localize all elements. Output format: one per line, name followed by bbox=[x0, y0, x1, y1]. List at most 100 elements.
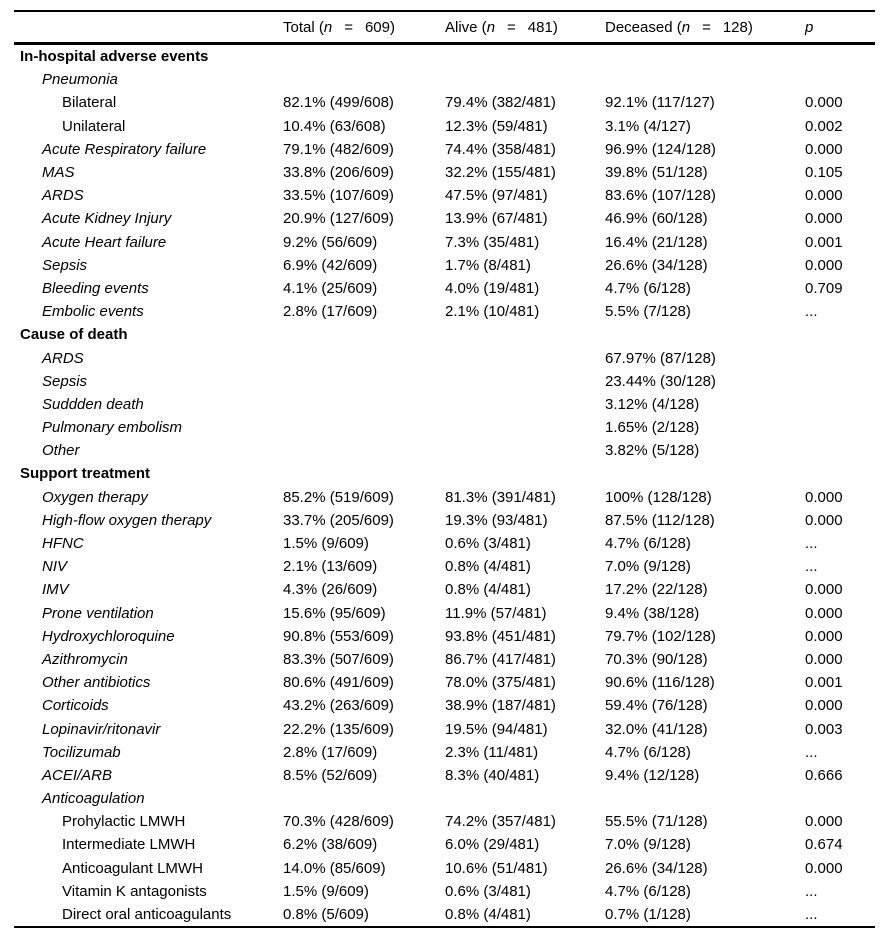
deceased-cell: 59.4% (76/128) bbox=[605, 697, 708, 715]
deceased-cell: 4.7% (6/128) bbox=[605, 535, 691, 553]
row-label-cell: Cause of death bbox=[20, 326, 128, 344]
p-value-cell: 0.000 bbox=[805, 256, 843, 274]
total-cell: 90.8% (553/609) bbox=[283, 627, 394, 645]
table-row: Bleeding events 4.1% (25/609) 4.0% (19/481… bbox=[14, 277, 875, 300]
clinical-outcomes-table-wrap: Total (n = 609) Alive (n = 481) Deceased (n =… bbox=[14, 10, 875, 929]
alive-cell: 19.3% (93/481) bbox=[445, 511, 548, 529]
deceased-cell bbox=[605, 787, 805, 810]
table-row: IMV 4.3% (26/609) 0.8% (4/481) 17.2% (22/12… bbox=[14, 578, 875, 601]
p-value-cell bbox=[805, 439, 875, 462]
table-row: Acute Heart failure 9.2% (56/609) 7.3% (35… bbox=[14, 231, 875, 254]
deceased-cell bbox=[605, 68, 805, 91]
alive-cell bbox=[445, 439, 605, 462]
alive-cell bbox=[445, 370, 605, 393]
row-label-cell: Oxygen therapy bbox=[42, 488, 148, 506]
row-label-cell: Hydroxychloroquine bbox=[42, 627, 175, 645]
p-value-cell bbox=[805, 346, 875, 369]
table-row: Tocilizumab 2.8% (17/609) 2.3% (11/481) 4.7… bbox=[14, 741, 875, 764]
deceased-cell: 7.0% (9/128) bbox=[605, 558, 691, 576]
total-cell: 33.8% (206/609) bbox=[283, 164, 394, 182]
deceased-cell: 1.65% (2/128) bbox=[605, 419, 700, 437]
table-row: Corticoids 43.2% (263/609) 38.9% (187/481)… bbox=[14, 694, 875, 717]
table-row: MAS 33.8% (206/609) 32.2% (155/481) 39.8% (… bbox=[14, 161, 875, 184]
table-row: Sepsis 6.9% (42/609) 1.7% (8/481) 26.6% (34… bbox=[14, 254, 875, 277]
row-label-cell: Azithromycin bbox=[42, 650, 128, 668]
total-cell: 14.0% (85/609) bbox=[283, 859, 386, 877]
row-label-cell: ACEI/ARB bbox=[42, 766, 113, 784]
deceased-cell: 46.9% (60/128) bbox=[605, 210, 708, 228]
table-row: Support treatment bbox=[14, 462, 875, 485]
p-value-cell: 0.000 bbox=[805, 859, 843, 877]
table-row: Anticoagulant LMWH 14.0% (85/609) 10.6% (5… bbox=[14, 857, 875, 880]
alive-cell: 74.4% (358/481) bbox=[445, 140, 556, 158]
p-value-cell bbox=[805, 787, 875, 810]
p-value-cell: 0.666 bbox=[805, 766, 843, 784]
alive-cell: 1.7% (8/481) bbox=[445, 256, 531, 274]
row-label-cell: Prone ventilation bbox=[42, 604, 154, 622]
p-value-cell: 0.000 bbox=[805, 488, 843, 506]
total-cell: 79.1% (482/609) bbox=[283, 140, 394, 158]
alive-cell: 13.9% (67/481) bbox=[445, 210, 548, 228]
header-total-equals: = bbox=[344, 18, 353, 36]
table-row: ACEI/ARB 8.5% (52/609) 8.3% (40/481) 9.4% (… bbox=[14, 764, 875, 787]
table-row: Anticoagulation bbox=[14, 787, 875, 810]
p-value-cell: ... bbox=[805, 882, 818, 900]
p-value-cell: ... bbox=[805, 535, 818, 553]
row-label-cell: Bilateral bbox=[62, 94, 117, 112]
p-value-cell bbox=[805, 416, 875, 439]
deceased-cell: 92.1% (117/127) bbox=[605, 94, 715, 112]
total-cell: 4.3% (26/609) bbox=[283, 581, 378, 599]
row-label-cell: Prohylactic LMWH bbox=[62, 813, 186, 831]
alive-cell: 38.9% (187/481) bbox=[445, 697, 556, 715]
total-cell: 1.5% (9/609) bbox=[283, 535, 369, 553]
header-alive-equals: = bbox=[507, 18, 516, 36]
table-row: HFNC 1.5% (9/609) 0.6% (3/481) 4.7% (6/128)… bbox=[14, 532, 875, 555]
row-label-cell: In-hospital adverse events bbox=[20, 48, 209, 66]
deceased-cell: 5.5% (7/128) bbox=[605, 303, 691, 321]
deceased-cell: 9.4% (12/128) bbox=[605, 766, 700, 784]
total-cell: 22.2% (135/609) bbox=[283, 720, 394, 738]
total-cell: 9.2% (56/609) bbox=[283, 233, 378, 251]
row-label-cell: Other bbox=[42, 442, 80, 460]
header-deceased-value: 128) bbox=[722, 18, 753, 36]
table-row: Hydroxychloroquine 90.8% (553/609) 93.8% (… bbox=[14, 625, 875, 648]
table-row: In-hospital adverse events bbox=[14, 44, 875, 69]
p-value-cell: 0.000 bbox=[805, 210, 843, 228]
alive-cell bbox=[445, 346, 605, 369]
alive-cell: 93.8% (451/481) bbox=[445, 627, 556, 645]
row-label-cell: High-flow oxygen therapy bbox=[42, 511, 212, 529]
header-total-prefix: Total ( bbox=[283, 18, 324, 36]
deceased-cell: 87.5% (112/128) bbox=[605, 511, 715, 529]
column-header-alive: Alive (n = 481) bbox=[445, 11, 605, 45]
total-cell bbox=[283, 346, 445, 369]
alive-cell bbox=[445, 68, 605, 91]
table-row: Vitamin K antagonists 1.5% (9/609) 0.6% (3… bbox=[14, 880, 875, 903]
deceased-cell: 17.2% (22/128) bbox=[605, 581, 708, 599]
alive-cell: 86.7% (417/481) bbox=[445, 650, 556, 668]
alive-cell: 10.6% (51/481) bbox=[445, 859, 548, 877]
alive-cell bbox=[445, 44, 605, 69]
total-cell: 33.7% (205/609) bbox=[283, 511, 394, 529]
p-value-cell bbox=[805, 44, 875, 69]
row-label-cell: Direct oral anticoagulants bbox=[62, 906, 232, 924]
total-cell bbox=[283, 439, 445, 462]
alive-cell: 6.0% (29/481) bbox=[445, 836, 540, 854]
total-cell: 85.2% (519/609) bbox=[283, 488, 394, 506]
total-cell: 2.8% (17/609) bbox=[283, 303, 378, 321]
alive-cell: 78.0% (375/481) bbox=[445, 674, 556, 692]
total-cell bbox=[283, 393, 445, 416]
column-header-p-value: p bbox=[805, 11, 875, 45]
deceased-cell: 16.4% (21/128) bbox=[605, 233, 708, 251]
header-deceased-n-symbol: n bbox=[681, 18, 691, 36]
table-row: Suddden death 3.12% (4/128) bbox=[14, 393, 875, 416]
table-row: Pneumonia bbox=[14, 68, 875, 91]
table-row: Direct oral anticoagulants 0.8% (5/609) 0.… bbox=[14, 903, 875, 927]
total-cell: 15.6% (95/609) bbox=[283, 604, 386, 622]
p-value-cell: ... bbox=[805, 906, 818, 924]
alive-cell: 0.8% (4/481) bbox=[445, 558, 531, 576]
row-label-cell: Acute Heart failure bbox=[42, 233, 167, 251]
total-cell: 33.5% (107/609) bbox=[283, 187, 394, 205]
total-cell: 6.9% (42/609) bbox=[283, 256, 378, 274]
p-value-cell: 0.002 bbox=[805, 117, 843, 135]
deceased-cell: 32.0% (41/128) bbox=[605, 720, 708, 738]
